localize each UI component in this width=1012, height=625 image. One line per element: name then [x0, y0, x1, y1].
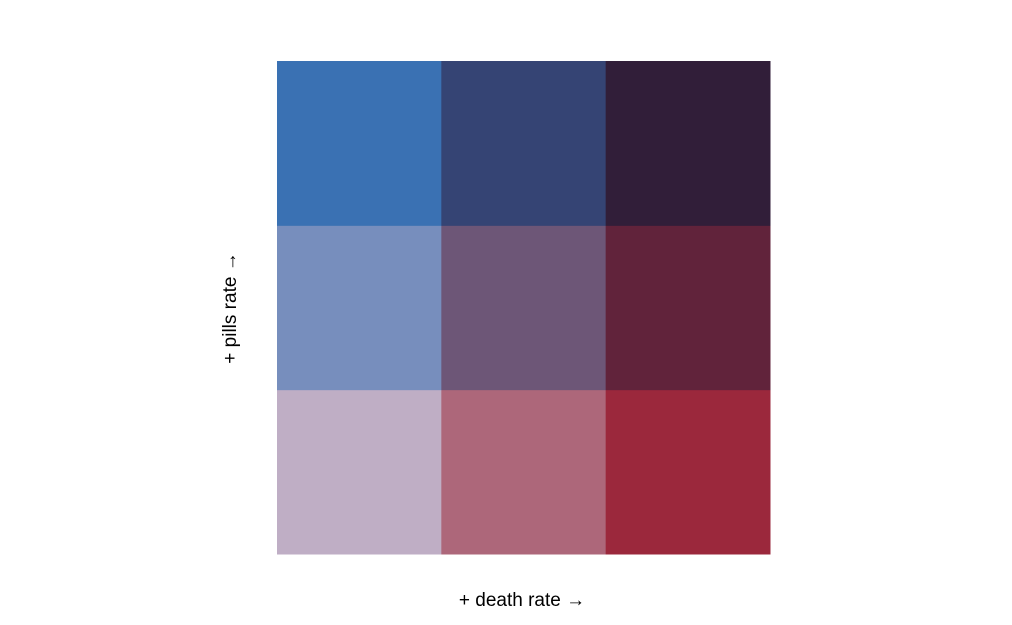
y-axis-label: + pills rate →	[220, 252, 241, 363]
x-axis-label: + death rate →	[459, 590, 585, 611]
legend-cell-x1-y2	[277, 225, 442, 391]
legend-cell-x2-y1	[441, 389, 607, 555]
legend-cell-x1-y3	[277, 61, 442, 226]
legend-cell-x2-y3	[441, 61, 607, 226]
legend-cell-x1-y1	[277, 389, 442, 555]
legend-cell-x3-y3	[605, 61, 771, 226]
legend-cell-x3-y2	[605, 225, 771, 391]
legend-grid	[277, 61, 771, 555]
legend-cell-x3-y1	[605, 389, 771, 555]
legend-cell-x2-y2	[441, 225, 607, 391]
